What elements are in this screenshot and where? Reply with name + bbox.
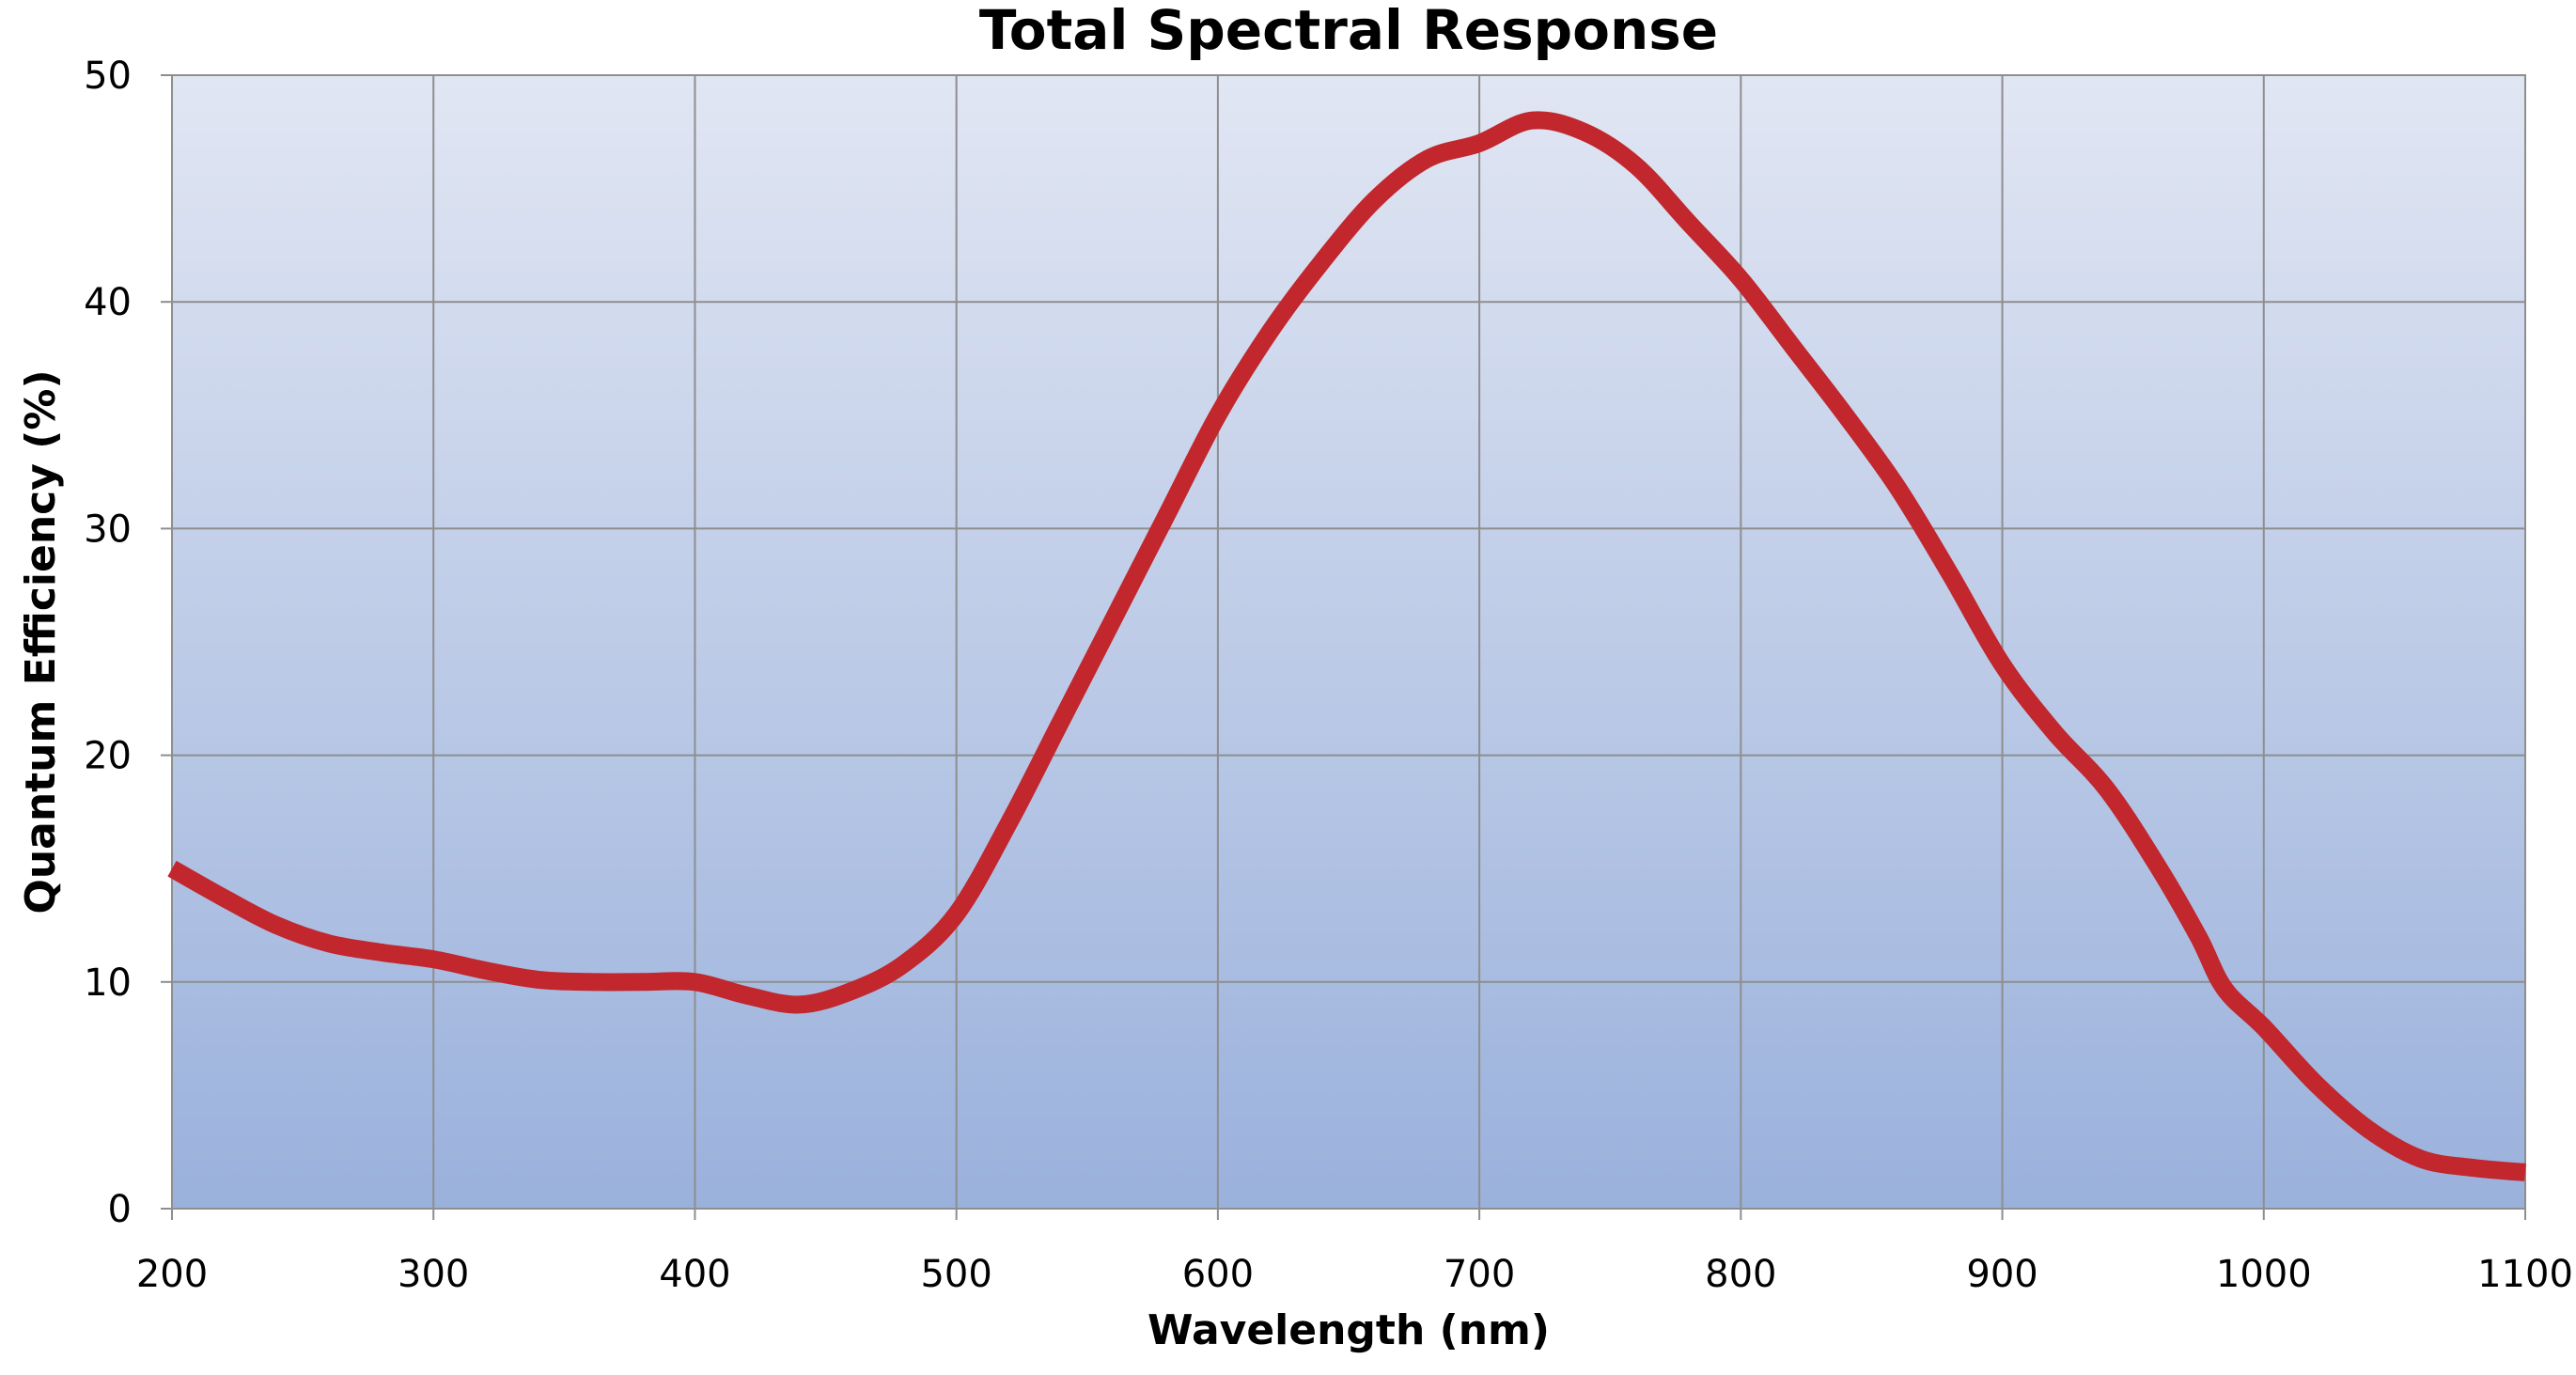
series-layer [167,111,2526,1181]
x-tick-label: 200 [136,1253,208,1296]
y-axis-title: Quantum Efficiency (%) [17,369,65,914]
axes: 200 300 400 500 600 700 800 900 1000 1100 0 10 20 30 4… [84,55,2573,1296]
x-tick-label: 500 [920,1253,991,1296]
y-tick-label: 0 [108,1188,132,1231]
series-line [167,111,2526,1181]
x-tick-label: 900 [1966,1253,2037,1296]
y-tick-label: 20 [84,735,132,778]
x-tick-label: 800 [1705,1253,1776,1296]
x-axis-title: Wavelength (nm) [1147,1306,1550,1354]
x-tick-label: 1100 [2477,1253,2573,1296]
plot-area [171,74,2526,1210]
x-tick-label: 600 [1182,1253,1254,1296]
y-tick-label: 30 [84,508,132,551]
y-tick-label: 40 [84,281,132,324]
y-tick-label: 50 [84,55,132,98]
chart-title: Total Spectral Response [979,0,1718,62]
y-tick-label: 10 [84,961,132,1005]
x-tick-label: 700 [1444,1253,1515,1296]
x-tick-label: 300 [398,1253,469,1296]
x-tick-label: 400 [659,1253,730,1296]
x-tick-label: 1000 [2216,1253,2312,1296]
